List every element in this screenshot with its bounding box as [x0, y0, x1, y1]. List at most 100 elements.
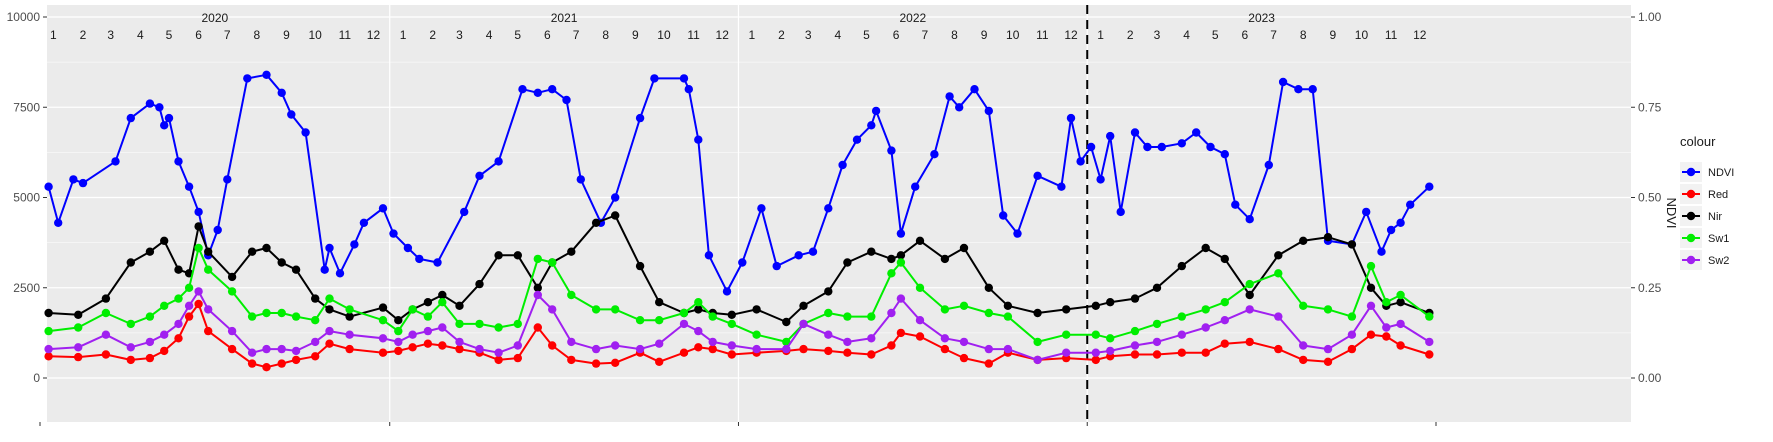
data-point-red — [408, 343, 417, 352]
data-point-ndvi — [930, 150, 939, 159]
data-point-sw2 — [1323, 344, 1333, 354]
data-point-sw1 — [1130, 326, 1140, 336]
month-label: 5 — [514, 28, 521, 42]
data-point-ndvi — [1308, 85, 1317, 94]
data-point-sw2 — [194, 287, 203, 296]
data-point-red — [291, 355, 301, 365]
data-point-nir — [1130, 294, 1140, 303]
data-point-sw1 — [1274, 269, 1283, 278]
data-point-nir — [475, 279, 484, 289]
data-point-sw2 — [227, 326, 237, 336]
data-point-red — [1245, 337, 1254, 347]
data-point-red — [455, 344, 464, 354]
data-point-nir — [1220, 254, 1230, 264]
data-point-ndvi — [896, 229, 906, 238]
data-point-nir — [44, 308, 53, 318]
data-point-ndvi — [871, 106, 881, 116]
month-label: 9 — [1329, 28, 1336, 42]
data-point-red — [679, 348, 689, 357]
month-label: 3 — [456, 28, 463, 42]
legend-key-point — [1686, 211, 1696, 221]
month-labels: 1 2 3 4 5 6 7 8 9 10 11 12 1 2 3 4 5 6 7 8 9 10 11 12 1 2 3 4 5 6 7 8 9 1… — [50, 28, 1427, 42]
data-point-red — [44, 352, 53, 361]
data-point-ndvi — [650, 74, 659, 83]
data-point-sw2 — [44, 344, 53, 354]
data-point-sw2 — [1245, 305, 1254, 314]
data-point-ndvi — [1231, 200, 1240, 209]
data-point-nir — [311, 294, 320, 303]
data-point-ndvi — [223, 175, 232, 184]
data-point-nir — [145, 247, 155, 256]
month-label: 12 — [367, 28, 381, 42]
data-point-sw2 — [824, 330, 833, 339]
data-point-sw2 — [940, 334, 950, 343]
month-label: 5 — [166, 28, 173, 42]
data-point-sw1 — [548, 258, 557, 267]
data-point-sw1 — [247, 312, 257, 321]
data-point-ndvi — [325, 243, 334, 253]
data-point-red — [799, 344, 808, 354]
data-point-red — [1347, 344, 1357, 354]
data-point-sw1 — [44, 326, 53, 336]
data-point-sw1 — [311, 316, 320, 325]
data-point-red — [262, 363, 271, 372]
month-label: 10 — [1355, 28, 1369, 42]
data-point-ndvi — [174, 157, 183, 166]
data-point-ndvi — [1143, 142, 1152, 152]
data-point-sw1 — [438, 298, 447, 307]
data-point-ndvi — [1386, 225, 1396, 235]
data-point-red — [1396, 341, 1405, 350]
data-point-sw2 — [843, 337, 852, 347]
data-point-sw2 — [277, 344, 286, 354]
data-point-ndvi — [320, 265, 329, 274]
data-point-ndvi — [54, 218, 63, 227]
data-point-sw1 — [824, 308, 833, 318]
data-point-nir — [867, 247, 876, 256]
data-point-sw1 — [204, 265, 213, 274]
data-point-red — [145, 353, 155, 363]
month-label: 2 — [80, 28, 87, 42]
data-point-red — [378, 348, 388, 357]
data-point-sw2 — [611, 341, 620, 350]
data-point-sw1 — [1382, 298, 1391, 307]
month-label: 7 — [573, 28, 580, 42]
data-point-red — [1425, 350, 1434, 359]
data-point-sw1 — [455, 319, 464, 329]
data-point-sw2 — [455, 337, 464, 347]
data-point-sw2 — [727, 341, 736, 350]
month-label: 4 — [486, 28, 493, 42]
data-point-ndvi — [475, 171, 484, 180]
y-tick-label: 10000 — [7, 10, 41, 24]
data-point-nir — [959, 243, 969, 253]
month-label: 7 — [1270, 28, 1277, 42]
data-point-red — [887, 341, 896, 350]
data-point-sw1 — [1396, 290, 1405, 300]
series-sw2 — [44, 287, 1434, 365]
data-point-red — [533, 323, 542, 332]
month-label: 8 — [602, 28, 609, 42]
data-point-sw2 — [174, 319, 183, 329]
series-sw1 — [44, 243, 1434, 347]
data-point-sw1 — [494, 323, 503, 332]
data-point-red — [915, 332, 925, 341]
data-point-sw1 — [1347, 312, 1357, 321]
data-point-sw2 — [1425, 337, 1434, 347]
data-point-red — [1382, 332, 1391, 341]
data-point-sw2 — [1396, 319, 1405, 329]
data-point-ndvi — [335, 269, 345, 278]
data-point-sw1 — [277, 308, 286, 318]
data-point-sw2 — [1220, 316, 1230, 325]
data-point-red — [940, 344, 950, 354]
data-point-ndvi — [1278, 77, 1288, 87]
data-point-red — [494, 355, 503, 365]
data-point-red — [1366, 330, 1376, 339]
data-point-sw1 — [145, 312, 155, 321]
data-point-nir — [455, 301, 464, 310]
data-point-sw2 — [262, 344, 271, 354]
data-point-sw2 — [494, 348, 503, 357]
data-point-sw1 — [727, 319, 736, 329]
data-point-ndvi — [1076, 157, 1085, 166]
data-point-red — [548, 341, 557, 350]
data-point-sw1 — [533, 254, 542, 264]
data-point-sw2 — [1347, 330, 1357, 339]
